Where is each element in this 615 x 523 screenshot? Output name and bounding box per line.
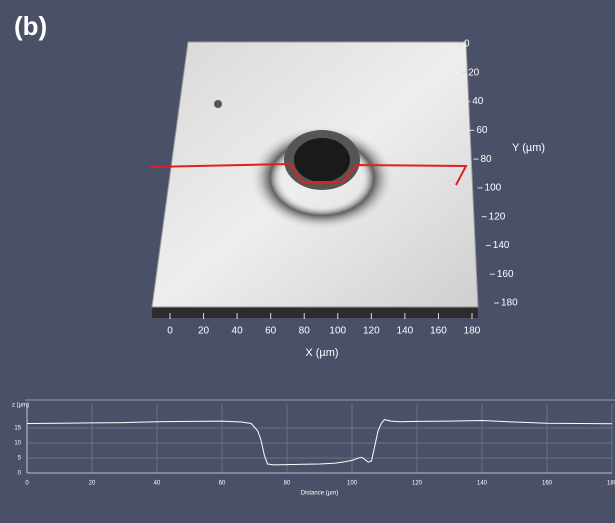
y-tick-label: 80 bbox=[480, 154, 492, 165]
x-tick-label: 20 bbox=[89, 481, 96, 487]
x-tick-label: 160 bbox=[430, 326, 447, 337]
x-axis-label: X (µm) bbox=[305, 347, 338, 359]
y-tick-label: 140 bbox=[493, 240, 510, 251]
x-tick-label: 20 bbox=[198, 326, 210, 337]
y-tick-label: 20 bbox=[468, 67, 480, 78]
x-tick-label: 180 bbox=[607, 481, 615, 487]
y-tick-label: 0 bbox=[464, 39, 470, 50]
x-tick-label: 40 bbox=[232, 326, 244, 337]
x-tick-label: 140 bbox=[477, 481, 488, 487]
x-tick-label: 0 bbox=[167, 326, 173, 337]
x-tick-label: 100 bbox=[329, 326, 346, 337]
y-tick-label: 160 bbox=[497, 269, 514, 280]
x-axis-label: Distance (µm) bbox=[301, 491, 338, 497]
x-tick-label: 40 bbox=[154, 481, 161, 487]
x-tick-label: 0 bbox=[25, 481, 29, 487]
x-tick-label: 60 bbox=[219, 481, 226, 487]
x-tick-label: 120 bbox=[412, 481, 423, 487]
y-tick-label: 0 bbox=[18, 471, 22, 477]
y-axis-label: z (µm) bbox=[12, 403, 29, 409]
x-tick-label: 100 bbox=[347, 481, 358, 487]
panel-label: (b) bbox=[14, 11, 47, 41]
y-tick-label: 120 bbox=[489, 211, 506, 222]
x-tick-label: 80 bbox=[284, 481, 291, 487]
y-tick-label: 100 bbox=[485, 183, 502, 194]
x-tick-label: 120 bbox=[363, 326, 380, 337]
x-tick-label: 180 bbox=[464, 326, 481, 337]
y-tick-label: 40 bbox=[472, 96, 484, 107]
surface-render bbox=[149, 41, 479, 318]
y-tick-label: 5 bbox=[18, 456, 22, 462]
x-tick-label: 80 bbox=[299, 326, 311, 337]
x-tick-label: 160 bbox=[542, 481, 553, 487]
x-tick-label: 60 bbox=[265, 326, 277, 337]
y-tick-label: 10 bbox=[14, 441, 21, 447]
y-axis-label: Y (µm) bbox=[512, 142, 545, 154]
x-tick-label: 140 bbox=[397, 326, 414, 337]
profile-line bbox=[26, 419, 613, 466]
y-tick-label: 180 bbox=[501, 298, 518, 309]
y-tick-label: 60 bbox=[476, 125, 488, 136]
y-tick-label: 15 bbox=[14, 426, 21, 432]
